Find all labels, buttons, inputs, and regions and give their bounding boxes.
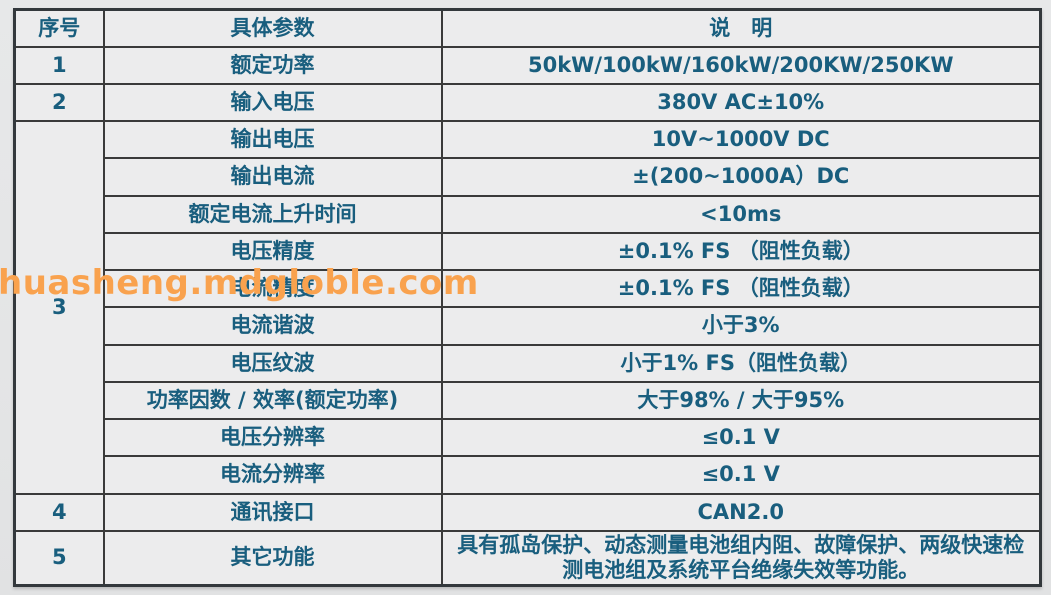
table-row: 4 通讯接口 CAN2.0 [13,492,1042,532]
param-cell: 额定电流上升时间 [102,194,443,234]
param-cell: 电流分辨率 [102,455,443,495]
desc-cell: 10V~1000V DC [440,120,1042,160]
desc-cell: ±0.1% FS （阻性负载） [440,269,1042,309]
table-row: 额定电流上升时间 <10ms [15,194,1042,234]
param-cell: 电流精度 [102,269,443,309]
param-cell: 电压纹波 [102,343,443,383]
header-desc: 说 明 [440,8,1042,48]
table-row: 2 输入电压 380V AC±10% [13,82,1042,123]
desc-cell: ±(200~1000A）DC [440,157,1042,197]
param-cell: 功率因数 / 效率(额定功率) [102,380,443,421]
seq-cell: 5 [13,529,105,587]
desc-cell: 小于1% FS（阻性负载） [440,343,1042,383]
table-row: 电压分辨率 ≤0.1 V [15,418,1042,458]
seq-cell: 2 [13,82,105,123]
seq-cell: 3 [13,120,105,495]
header-seq: 序号 [13,8,105,48]
desc-cell: 380V AC±10% [440,82,1042,123]
param-cell: 通讯接口 [102,492,443,532]
spec-table: 序号 具体参数 说 明 1 额定功率 50kW/100kW/160kW/200KW/… [13,8,1042,587]
seq-cell: 4 [13,492,105,532]
table-row: 功率因数 / 效率(额定功率) 大于98% / 大于95% [15,380,1042,421]
param-cell: 电压精度 [102,231,443,272]
desc-cell: ±0.1% FS （阻性负载） [440,231,1042,272]
table-row: 电流分辨率 ≤0.1 V [15,455,1042,495]
seq-cell: 1 [13,45,105,85]
param-cell: 电压分辨率 [102,418,443,458]
table-row: 输出电流 ±(200~1000A）DC [15,157,1042,197]
desc-cell: CAN2.0 [440,492,1042,532]
spec-table-body: 1 额定功率 50kW/100kW/160kW/200KW/250KW 2 输入电压 38… [13,45,1042,587]
table-header-row: 序号 具体参数 说 明 [13,8,1042,48]
param-cell: 其它功能 [102,529,443,587]
param-cell: 输入电压 [102,82,443,123]
desc-cell: 大于98% / 大于95% [440,380,1042,421]
desc-cell: <10ms [440,194,1042,234]
desc-cell: ≤0.1 V [440,418,1042,458]
desc-cell: 小于3% [440,306,1042,346]
table-row: 电流精度 ±0.1% FS （阻性负载） [15,269,1042,309]
table-row: 电压纹波 小于1% FS（阻性负载） [15,343,1042,383]
param-cell: 额定功率 [102,45,443,85]
table-row: 1 额定功率 50kW/100kW/160kW/200KW/250KW [13,45,1042,85]
table-row: 3 输出电压 10V~1000V DC [13,120,1042,495]
header-param: 具体参数 [102,8,443,48]
table-row: 电压精度 ±0.1% FS （阻性负载） [15,231,1042,272]
table-row: 5 其它功能 具有孤岛保护、动态测量电池组内阻、故障保护、两级快速检测电池组及系统平… [13,529,1042,587]
desc-cell: ≤0.1 V [440,455,1042,495]
desc-cell: 50kW/100kW/160kW/200KW/250KW [440,45,1042,85]
desc-cell: 具有孤岛保护、动态测量电池组内阻、故障保护、两级快速检测电池组及系统平台绝缘失效… [440,529,1042,587]
param-cell: 电流谐波 [102,306,443,346]
param-cell: 输出电压 [102,120,443,160]
table-row: 电流谐波 小于3% [15,306,1042,346]
param-cell: 输出电流 [102,157,443,197]
